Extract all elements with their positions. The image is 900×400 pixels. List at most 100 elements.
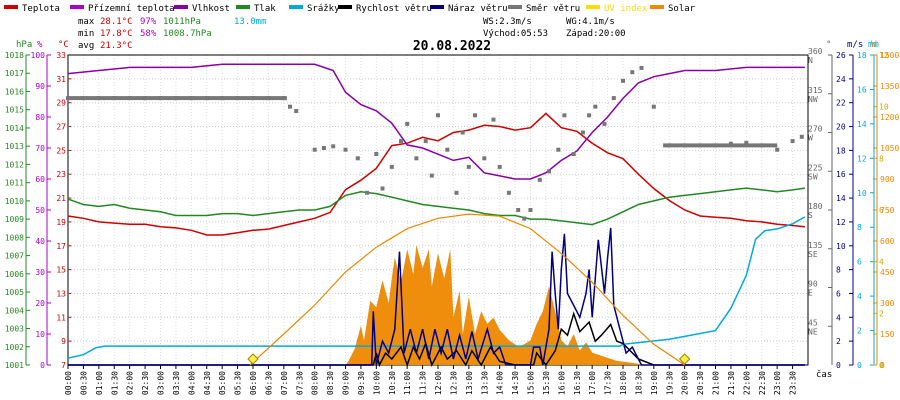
x-tick-label: 02:30 xyxy=(141,371,150,395)
direction-axis-dir-label: SE xyxy=(808,250,818,259)
pressure-axis-tick-label: 1005 xyxy=(5,288,24,297)
uv-marker xyxy=(247,353,259,365)
legend-label-5: Srážky xyxy=(307,4,340,14)
pressure-axis-tick-label: 1010 xyxy=(5,197,24,206)
wind-axis-tick-label: 20 xyxy=(836,123,846,132)
wind-direction-point xyxy=(621,78,625,83)
wind-direction-point xyxy=(491,117,496,122)
wind-direction-point xyxy=(414,156,419,161)
legend-swatch-3 xyxy=(174,5,188,9)
wind-direction-point xyxy=(454,190,459,195)
temperature-axis-tick-label: 19 xyxy=(56,218,66,227)
pressure-axis-tick-label: 1016 xyxy=(5,87,24,96)
wind-direction-point xyxy=(593,104,598,109)
x-tick-label: 08:00 xyxy=(311,371,320,395)
temperature-axis-tick-label: 29 xyxy=(56,99,66,108)
series-line-solar xyxy=(249,213,686,366)
x-tick-label: 07:00 xyxy=(280,371,289,395)
pressure-axis-tick-label: 1011 xyxy=(5,179,24,188)
x-tick-label: 00:00 xyxy=(64,371,73,395)
series-line-teplota xyxy=(67,112,805,236)
direction-axis-dir-label: E xyxy=(808,289,813,298)
temperature-axis-tick-label: 15 xyxy=(56,266,66,275)
direction-axis-tick-label: 270 xyxy=(808,125,823,134)
x-tick-label: 15:00 xyxy=(527,371,536,395)
wind-axis-tick-label: 4 xyxy=(836,313,841,322)
wind-axis-tick-label: 12 xyxy=(836,218,846,227)
legend-label-4: Tlak xyxy=(254,4,276,14)
direction-axis-dir-label: N xyxy=(808,56,813,65)
x-tick-label: 21:00 xyxy=(712,371,721,395)
sunrise-time: Východ:05:53 xyxy=(483,29,548,39)
direction-axis-tick-label: 180 xyxy=(808,202,823,211)
x-tick-label: 06:30 xyxy=(264,371,273,395)
uv-axis-tick-label: 12 xyxy=(879,51,889,60)
stats-min-press: 1008.7hPa xyxy=(163,29,212,39)
wind-axis-tick-label: 18 xyxy=(836,146,846,155)
pressure-axis-tick-label: 1007 xyxy=(5,252,24,261)
x-tick-label: 19:00 xyxy=(650,371,659,395)
uv-axis-tick-label: 0 xyxy=(879,361,884,370)
humidity-axis-tick-label: 10 xyxy=(35,330,45,339)
direction-axis-dir-label: S xyxy=(808,211,813,220)
stats-avg-label: avg xyxy=(78,41,94,51)
stats-max-hum: 97% xyxy=(140,17,157,27)
temperature-axis-tick-label: 21 xyxy=(56,194,66,203)
temperature-axis-tick-label: 33 xyxy=(56,51,66,60)
x-tick-label: 17:00 xyxy=(588,371,597,395)
wind-direction-point xyxy=(562,113,567,118)
chart-title: 20.08.2022 xyxy=(413,39,491,54)
x-tick-label: 03:00 xyxy=(157,371,166,395)
x-tick-label: 12:30 xyxy=(449,371,458,395)
temperature-axis-unit: °C xyxy=(58,40,69,50)
x-tick-label: 14:30 xyxy=(511,371,520,395)
humidity-axis-tick-label: 20 xyxy=(35,299,45,308)
series-line-vlhkost xyxy=(67,63,805,180)
rain-axis-tick-label: 18 xyxy=(857,51,867,60)
x-tick-label: 10:30 xyxy=(388,371,397,395)
pressure-axis-tick-label: 1009 xyxy=(5,215,24,224)
legend-swatch-7 xyxy=(430,5,444,9)
humidity-axis-tick-label: 30 xyxy=(35,268,45,277)
solar-axis-tick-label: 1200 xyxy=(880,113,899,122)
x-tick-label: 04:00 xyxy=(187,371,196,395)
wind-axis-tick-label: 14 xyxy=(836,194,846,203)
rain-axis-tick-label: 12 xyxy=(857,154,867,163)
series-line-sr-ky xyxy=(67,216,806,359)
wind-direction-point xyxy=(799,134,804,139)
wind-direction-run xyxy=(68,96,287,101)
uv-axis-tick-label: 4 xyxy=(879,258,884,267)
wind-axis-tick-label: 10 xyxy=(836,242,846,251)
legend-swatch-4 xyxy=(236,5,250,9)
legend-label-10: Solar xyxy=(668,4,696,14)
x-tick-label: 21:30 xyxy=(727,371,736,395)
pressure-axis-tick-label: 1004 xyxy=(5,306,24,315)
series-line-n-raz-v-tru xyxy=(68,227,805,366)
wind-direction-point xyxy=(630,70,635,75)
pressure-axis-tick-label: 1001 xyxy=(5,361,24,370)
x-tick-label: 09:30 xyxy=(357,371,366,395)
wind-direction-point xyxy=(312,147,317,152)
x-tick-label: 11:00 xyxy=(403,371,412,395)
x-tick-label: 07:30 xyxy=(295,371,304,395)
pressure-axis-tick-label: 1018 xyxy=(5,51,24,60)
stats-min-hum: 58% xyxy=(140,29,157,39)
rain-axis-tick-label: 16 xyxy=(857,85,867,94)
solar-axis-tick-label: 600 xyxy=(880,237,895,246)
humidity-axis-tick-label: 60 xyxy=(35,175,45,184)
x-tick-label: 17:30 xyxy=(604,371,613,395)
x-axis-label: čas xyxy=(816,369,832,380)
wind-direction-point xyxy=(389,164,394,169)
x-tick-label: 01:00 xyxy=(95,371,104,395)
rain-axis-tick-label: 10 xyxy=(857,189,867,198)
pressure-axis-tick-label: 1017 xyxy=(5,69,24,78)
x-tick-label: 10:00 xyxy=(372,371,381,395)
wind-gust-avg: WG:4.1m/s xyxy=(566,17,615,27)
wind-direction-point xyxy=(528,208,533,212)
wind-direction-point xyxy=(429,173,434,178)
wind-direction-point xyxy=(365,190,370,195)
rain-axis-tick-label: 14 xyxy=(857,120,867,129)
solar-axis-unit: W xyxy=(871,40,877,50)
rain-axis-tick-label: 0 xyxy=(857,361,862,370)
wind-direction-point xyxy=(497,164,502,169)
